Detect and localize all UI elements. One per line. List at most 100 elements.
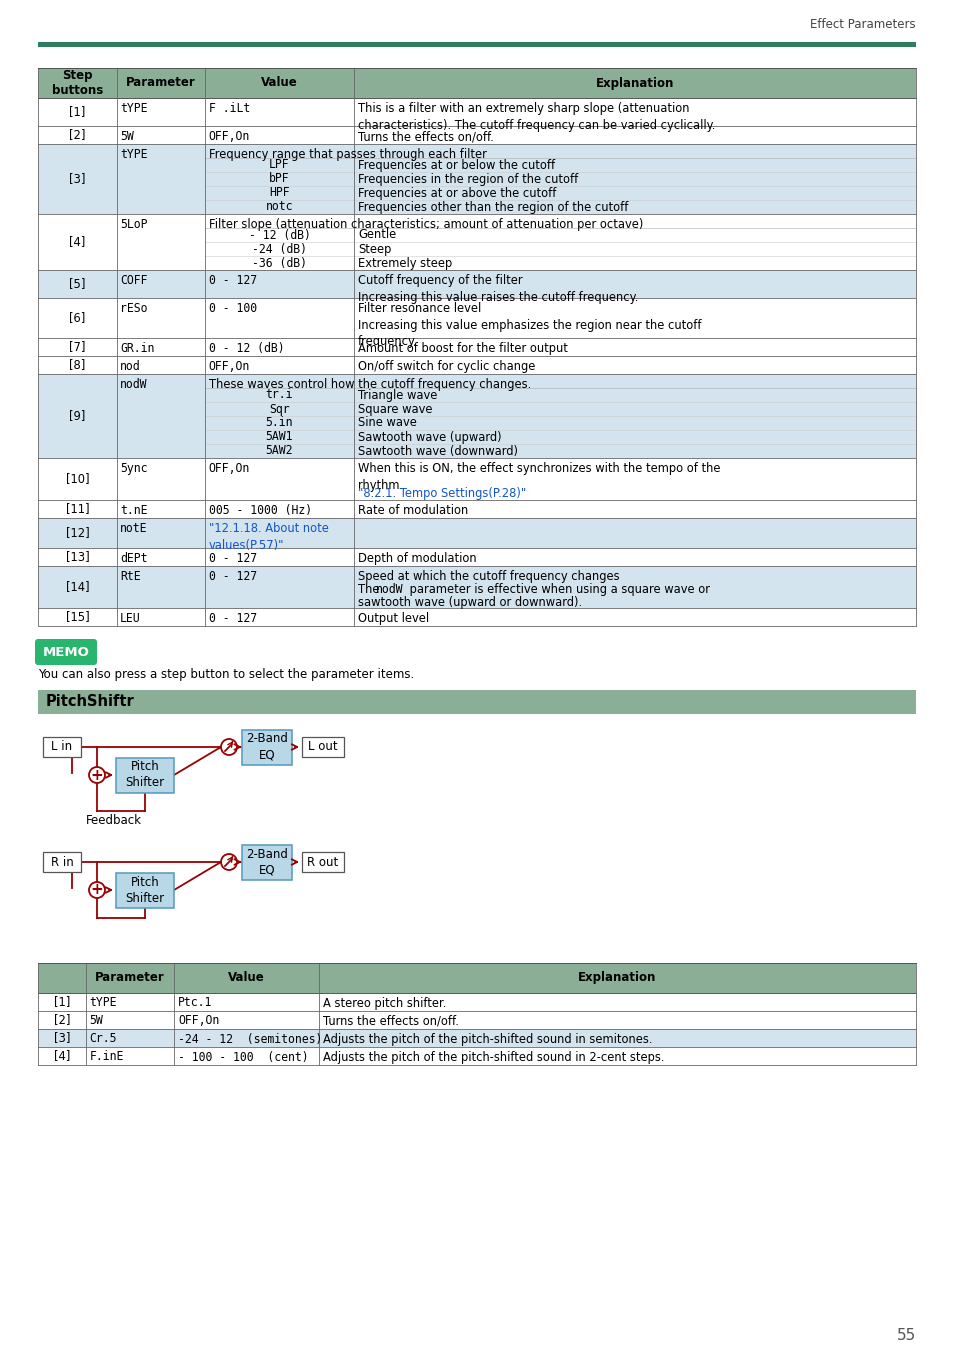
Text: Value: Value — [228, 971, 265, 984]
Text: Sawtooth wave (downward): Sawtooth wave (downward) — [357, 444, 517, 458]
Text: OFF,On: OFF,On — [178, 1014, 219, 1027]
Text: Sine wave: Sine wave — [357, 417, 416, 429]
Bar — [38, 458, 915, 500]
Bar — [38, 270, 915, 298]
Bar — [116, 757, 173, 792]
Text: F.inE: F.inE — [90, 1050, 124, 1064]
Text: 0 - 12 (dB): 0 - 12 (dB) — [209, 342, 284, 355]
Text: 5W: 5W — [90, 1014, 103, 1027]
Bar — [38, 1046, 915, 1065]
Text: Frequencies in the region of the cutoff: Frequencies in the region of the cutoff — [357, 173, 578, 185]
Bar — [38, 126, 915, 144]
Text: Steep: Steep — [357, 243, 391, 255]
Text: [3]: [3] — [53, 1031, 71, 1044]
Text: tYPE: tYPE — [120, 103, 148, 115]
Text: [9]: [9] — [70, 409, 86, 423]
Bar — [242, 845, 292, 879]
Text: [1]: [1] — [70, 105, 86, 119]
Text: Parameter: Parameter — [95, 971, 165, 984]
Text: [1]: [1] — [54, 995, 71, 1008]
Text: Sawtooth wave (upward): Sawtooth wave (upward) — [357, 431, 501, 444]
Text: -36 (dB): -36 (dB) — [252, 256, 307, 270]
Text: This is a filter with an extremely sharp slope (attenuation
characteristics). Th: This is a filter with an extremely sharp… — [357, 103, 715, 131]
Text: [11]: [11] — [66, 502, 90, 516]
Text: L in: L in — [51, 741, 72, 753]
Text: Adjusts the pitch of the pitch-shifted sound in semitones.: Adjusts the pitch of the pitch-shifted s… — [323, 1033, 652, 1045]
Bar — [38, 374, 915, 458]
Text: tYPE: tYPE — [120, 148, 148, 161]
Text: 005 - 1000 (Hz): 005 - 1000 (Hz) — [209, 504, 312, 517]
Text: RtE: RtE — [120, 570, 140, 583]
Text: "12.1.18. About note
values(P.57)": "12.1.18. About note values(P.57)" — [209, 522, 329, 552]
Text: 2-Band
EQ: 2-Band EQ — [246, 733, 288, 761]
Text: [8]: [8] — [70, 359, 86, 371]
Text: - 12 (dB): - 12 (dB) — [248, 228, 310, 242]
Text: LPF: LPF — [269, 158, 290, 171]
Text: Cutoff frequency of the filter
Increasing this value raises the cutoff frequency: Cutoff frequency of the filter Increasin… — [357, 274, 638, 304]
Text: When this is ON, the effect synchronizes with the tempo of the
rhythm.: When this is ON, the effect synchronizes… — [357, 462, 720, 491]
Text: tYPE: tYPE — [90, 996, 116, 1010]
Bar — [38, 566, 915, 608]
Text: Frequencies at or above the cutoff: Frequencies at or above the cutoff — [357, 186, 556, 200]
Text: 0 - 127: 0 - 127 — [209, 612, 256, 625]
Bar — [38, 42, 915, 47]
Text: Triangle wave: Triangle wave — [357, 389, 437, 401]
Text: You can also press a step button to select the parameter items.: You can also press a step button to sele… — [38, 668, 414, 680]
Bar — [38, 1029, 915, 1046]
Text: GR.in: GR.in — [120, 342, 154, 355]
Text: Depth of modulation: Depth of modulation — [357, 552, 476, 566]
Text: -24 - 12  (semitones): -24 - 12 (semitones) — [178, 1033, 322, 1045]
Text: Frequencies at or below the cutoff: Frequencies at or below the cutoff — [357, 158, 555, 171]
Text: Effect Parameters: Effect Parameters — [809, 18, 915, 31]
Text: [6]: [6] — [70, 312, 86, 324]
Text: PitchShiftr: PitchShiftr — [46, 694, 134, 710]
Text: sawtooth wave (upward or downward).: sawtooth wave (upward or downward). — [357, 595, 581, 609]
Text: 5.in: 5.in — [266, 417, 293, 429]
Bar — [38, 144, 915, 215]
Text: 0 - 127: 0 - 127 — [209, 274, 256, 288]
Circle shape — [89, 882, 105, 898]
Text: Square wave: Square wave — [357, 402, 432, 416]
Text: [12]: [12] — [66, 526, 90, 540]
Text: bPF: bPF — [269, 173, 290, 185]
Text: F .iLt: F .iLt — [209, 103, 250, 115]
Text: Speed at which the cutoff frequency changes: Speed at which the cutoff frequency chan… — [357, 570, 619, 583]
Text: 5AW2: 5AW2 — [266, 444, 293, 458]
Text: Turns the effects on/off.: Turns the effects on/off. — [323, 1014, 458, 1027]
Circle shape — [221, 855, 236, 869]
Text: notc: notc — [266, 201, 293, 213]
Text: Sqr: Sqr — [269, 402, 290, 416]
Text: 2-Band
EQ: 2-Band EQ — [246, 848, 288, 876]
Text: On/off switch for cyclic change: On/off switch for cyclic change — [357, 360, 535, 373]
Text: 5ync: 5ync — [120, 462, 148, 475]
Text: Feedback: Feedback — [86, 814, 142, 828]
Text: Turns the effects on/off.: Turns the effects on/off. — [357, 130, 494, 143]
Text: [13]: [13] — [66, 551, 90, 563]
Text: Parameter: Parameter — [126, 77, 195, 89]
Circle shape — [221, 738, 236, 755]
Text: Explanation: Explanation — [578, 971, 656, 984]
Circle shape — [89, 767, 105, 783]
Text: Explanation: Explanation — [596, 77, 674, 89]
Text: [5]: [5] — [70, 278, 86, 290]
Bar — [38, 608, 915, 626]
Text: [2]: [2] — [53, 1012, 71, 1026]
Text: t.nE: t.nE — [120, 504, 148, 517]
Text: [7]: [7] — [70, 340, 86, 354]
Text: HPF: HPF — [269, 186, 290, 200]
Text: R in: R in — [51, 856, 73, 868]
Text: nodW: nodW — [375, 583, 403, 595]
Bar — [38, 992, 915, 1011]
Text: [10]: [10] — [66, 472, 90, 486]
Text: [15]: [15] — [66, 610, 90, 624]
Text: notE: notE — [120, 522, 148, 535]
Text: Value: Value — [261, 77, 297, 89]
Bar — [38, 99, 915, 126]
Text: Pitch
Shifter: Pitch Shifter — [125, 876, 164, 904]
Text: LEU: LEU — [120, 612, 140, 625]
Bar — [38, 1011, 915, 1029]
FancyBboxPatch shape — [35, 639, 97, 666]
Text: COFF: COFF — [120, 274, 148, 288]
Text: Gentle: Gentle — [357, 228, 395, 242]
Text: +: + — [91, 883, 103, 898]
